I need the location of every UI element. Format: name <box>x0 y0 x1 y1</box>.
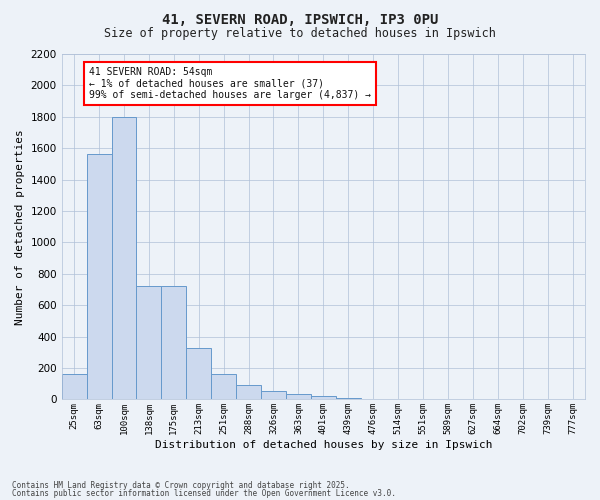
Text: Contains HM Land Registry data © Crown copyright and database right 2025.: Contains HM Land Registry data © Crown c… <box>12 480 350 490</box>
Bar <box>311 396 336 400</box>
Bar <box>112 117 136 400</box>
Bar <box>261 391 286 400</box>
Text: Size of property relative to detached houses in Ipswich: Size of property relative to detached ho… <box>104 28 496 40</box>
Bar <box>211 374 236 400</box>
Text: Contains public sector information licensed under the Open Government Licence v3: Contains public sector information licen… <box>12 489 396 498</box>
Bar <box>86 154 112 400</box>
Y-axis label: Number of detached properties: Number of detached properties <box>15 129 25 324</box>
Bar <box>236 386 261 400</box>
Bar <box>136 286 161 400</box>
Bar <box>161 286 186 400</box>
Text: 41 SEVERN ROAD: 54sqm
← 1% of detached houses are smaller (37)
99% of semi-detac: 41 SEVERN ROAD: 54sqm ← 1% of detached h… <box>89 66 371 100</box>
Bar <box>361 398 386 400</box>
Text: 41, SEVERN ROAD, IPSWICH, IP3 0PU: 41, SEVERN ROAD, IPSWICH, IP3 0PU <box>162 12 438 26</box>
Bar <box>62 374 86 400</box>
Bar <box>186 348 211 400</box>
Bar <box>286 394 311 400</box>
X-axis label: Distribution of detached houses by size in Ipswich: Distribution of detached houses by size … <box>155 440 492 450</box>
Bar <box>336 398 361 400</box>
